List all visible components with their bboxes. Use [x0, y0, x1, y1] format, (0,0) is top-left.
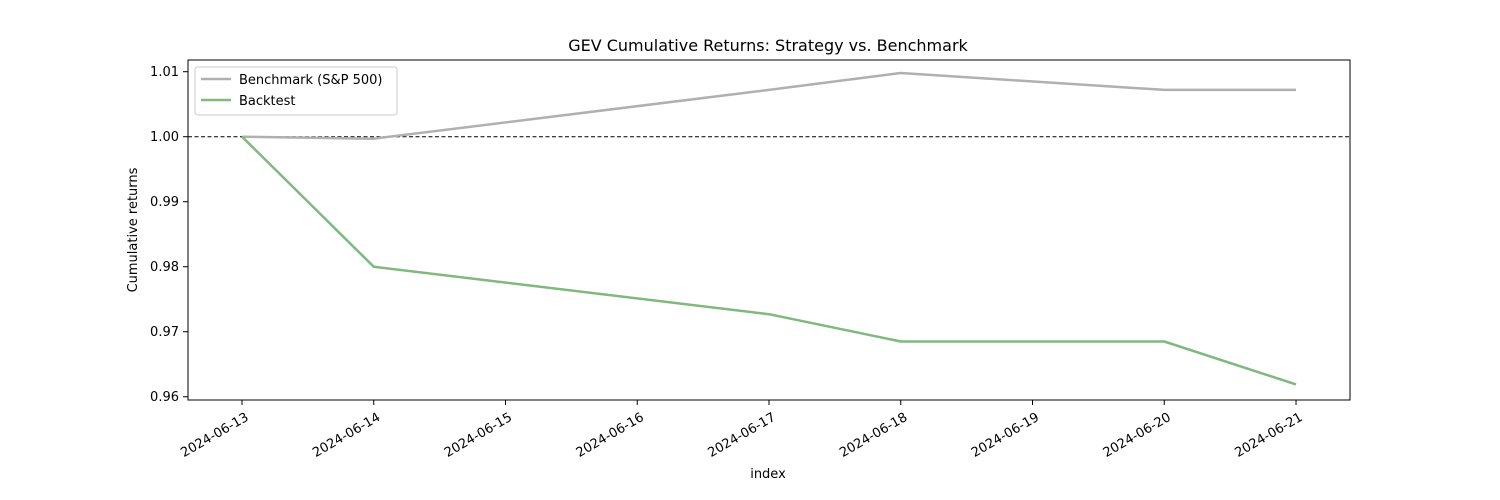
y-tick-label: 0.97: [150, 325, 179, 340]
y-axis-label: Cumulative returns: [126, 167, 141, 292]
y-axis: 0.96 0.97 0.98 0.99 1.00 1.01: [150, 65, 188, 405]
legend: Benchmark (S&P 500) Backtest: [194, 66, 398, 116]
y-tick-label: 0.98: [150, 260, 179, 275]
x-tick-label: 2024-06-20: [1101, 410, 1174, 461]
x-tick-label: 2024-06-21: [1232, 410, 1305, 461]
x-tick-label: 2024-06-14: [310, 410, 383, 461]
x-tick-label: 2024-06-17: [705, 410, 778, 461]
series-line-benchmark: [241, 71, 1296, 140]
x-axis-label: index: [750, 467, 786, 482]
chart-title: GEV Cumulative Returns: Strategy vs. Ben…: [568, 36, 968, 55]
x-tick-label: 2024-06-16: [574, 410, 647, 461]
legend-label-backtest: Backtest: [239, 94, 296, 109]
x-tick-label: 2024-06-18: [837, 410, 910, 461]
y-tick-label: 1.01: [150, 65, 179, 80]
y-tick-label: 1.00: [150, 130, 179, 145]
series-layer: [241, 71, 1297, 386]
series-line-backtest: [241, 135, 1297, 386]
y-tick-label: 0.99: [150, 195, 179, 210]
x-tick-label: 2024-06-13: [178, 410, 251, 461]
legend-box: [194, 66, 398, 116]
y-tick-label: 0.96: [150, 390, 179, 405]
x-tick-label: 2024-06-19: [969, 410, 1042, 461]
legend-label-benchmark: Benchmark (S&P 500): [239, 73, 383, 88]
x-tick-label: 2024-06-15: [442, 410, 515, 461]
plot-area: [187, 59, 1351, 401]
x-axis: 2024-06-13 2024-06-14 2024-06-15 2024-06-16…: [178, 400, 1305, 461]
